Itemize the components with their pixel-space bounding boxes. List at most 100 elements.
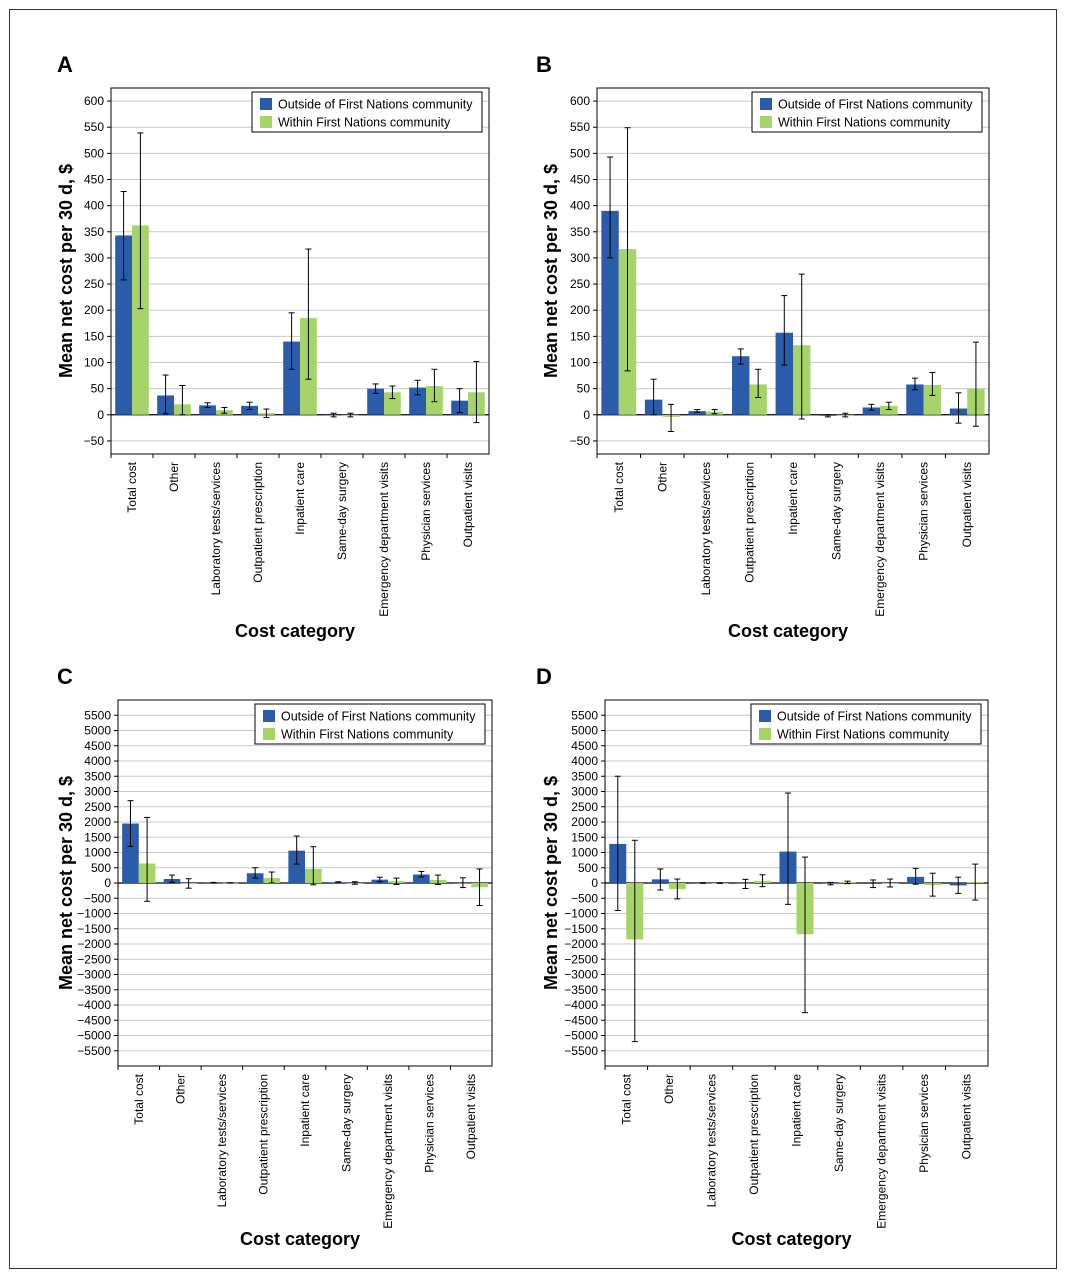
- chart-panel-c: C550050004500400035003000250020001500100…: [56, 664, 493, 1249]
- y-tick-label: −2500: [77, 952, 111, 966]
- y-tick-label: −500: [84, 891, 111, 905]
- x-tick-label: Laboratory tests/services: [215, 1074, 229, 1207]
- legend-swatch-series-2: [759, 728, 771, 740]
- y-tick-label: −50: [84, 434, 105, 448]
- legend-label-series-1: Outside of First Nations community: [278, 98, 473, 112]
- plot-area-border: [604, 699, 989, 1067]
- bar-series-1: [732, 356, 750, 415]
- legend-swatch-series-1: [759, 710, 771, 722]
- x-tick-label: Outpatient visits: [461, 462, 475, 547]
- legend-swatch-series-1: [760, 98, 772, 110]
- y-tick-label: 250: [84, 277, 104, 291]
- y-tick-label: −1000: [77, 907, 111, 921]
- y-tick-label: 3500: [571, 769, 598, 783]
- y-tick-label: 0: [104, 876, 111, 890]
- bar-series-1: [601, 210, 619, 415]
- y-tick-label: −500: [571, 891, 598, 905]
- y-tick-label: 400: [84, 199, 104, 213]
- bar-series-1: [413, 874, 430, 883]
- y-tick-label: 5000: [571, 724, 598, 738]
- y-tick-label: 2000: [84, 815, 111, 829]
- legend-label-series-1: Outside of First Nations community: [281, 710, 476, 724]
- x-tick-label: Other: [655, 462, 669, 492]
- y-tick-label: 200: [84, 303, 104, 317]
- bar-series-2: [132, 225, 149, 415]
- x-tick-label: Total cost: [619, 1073, 633, 1124]
- bar-series-1: [122, 823, 139, 883]
- y-tick-label: −4500: [564, 1013, 598, 1027]
- bar-series-1: [367, 388, 384, 415]
- y-tick-label: 300: [570, 251, 590, 265]
- y-tick-label: 1500: [571, 830, 598, 844]
- x-tick-label: Physician services: [423, 1074, 437, 1173]
- bar-series-1: [199, 405, 216, 415]
- y-tick-label: 200: [570, 303, 590, 317]
- x-tick-label: Emergency department visits: [875, 1074, 889, 1229]
- bar-series-2: [384, 392, 401, 415]
- y-tick-label: 4000: [84, 754, 111, 768]
- y-tick-label: −1500: [77, 922, 111, 936]
- y-tick-label: 550: [84, 120, 104, 134]
- x-axis-title: Cost category: [240, 1229, 360, 1249]
- panel-letter: D: [536, 664, 552, 689]
- x-tick-label: Inpatient care: [786, 462, 800, 535]
- y-tick-label: 100: [570, 356, 590, 370]
- plot-area-border: [117, 699, 493, 1067]
- y-tick-label: 450: [570, 173, 590, 187]
- legend-box: [254, 703, 486, 745]
- y-tick-label: 0: [591, 876, 598, 890]
- bar-series-1: [241, 405, 258, 415]
- legend-swatch-series-1: [260, 98, 272, 110]
- y-tick-label: 5500: [571, 708, 598, 722]
- bar-series-1: [688, 411, 706, 415]
- bar-series-2: [880, 405, 898, 415]
- chart-panel-a: A600550500450400350300250200150100500−50…: [56, 52, 490, 641]
- legend-label-series-1: Outside of First Nations community: [777, 710, 972, 724]
- x-tick-label: Laboratory tests/services: [209, 462, 223, 595]
- x-tick-label: Same-day surgery: [335, 462, 349, 560]
- legend-box: [750, 703, 982, 745]
- bar-series-2: [923, 384, 942, 415]
- x-tick-label: Outpatient prescription: [747, 1074, 761, 1195]
- figure-frame: [9, 9, 1057, 1269]
- y-tick-label: −5000: [77, 1029, 111, 1043]
- panel-letter: A: [57, 52, 73, 77]
- legend-box: [251, 91, 483, 133]
- y-tick-label: 450: [84, 173, 104, 187]
- y-tick-label: −3000: [77, 968, 111, 982]
- bar-series-1: [283, 341, 300, 415]
- legend-label-series-1: Outside of First Nations community: [778, 98, 973, 112]
- y-tick-label: 3000: [571, 785, 598, 799]
- y-tick-label: 150: [84, 329, 104, 343]
- y-tick-label: 0: [583, 408, 590, 422]
- y-tick-label: 50: [577, 382, 591, 396]
- x-tick-label: Inpatient care: [293, 462, 307, 535]
- x-tick-label: Physician services: [917, 1074, 931, 1173]
- y-tick-label: −5000: [564, 1029, 598, 1043]
- panel-letter: B: [536, 52, 552, 77]
- y-tick-label: 1500: [84, 830, 111, 844]
- x-tick-label: Outpatient visits: [960, 462, 974, 547]
- legend-swatch-series-2: [760, 116, 772, 128]
- x-tick-label: Other: [173, 1074, 187, 1104]
- y-tick-label: 5500: [84, 708, 111, 722]
- y-tick-label: 500: [570, 146, 590, 160]
- legend-box: [751, 91, 983, 133]
- y-tick-label: −2500: [564, 952, 598, 966]
- panel-letter: C: [57, 664, 73, 689]
- y-tick-label: −3000: [564, 968, 598, 982]
- y-axis-title: Mean net cost per 30 d, $: [541, 776, 561, 990]
- legend: Outside of First Nations community Within…: [251, 91, 483, 133]
- y-tick-label: 500: [84, 146, 104, 160]
- plot-area-border: [110, 87, 490, 455]
- x-tick-label: Outpatient visits: [464, 1074, 478, 1159]
- x-tick-label: Laboratory tests/services: [699, 462, 713, 595]
- y-tick-label: 0: [97, 408, 104, 422]
- y-tick-label: −5500: [77, 1044, 111, 1058]
- legend: Outside of First Nations community Within…: [751, 91, 983, 133]
- chart-panel-d: D550050004500400035003000250020001500100…: [536, 664, 989, 1249]
- x-tick-label: Physician services: [917, 462, 931, 561]
- y-tick-label: 500: [91, 861, 111, 875]
- x-tick-label: Outpatient prescription: [256, 1074, 270, 1195]
